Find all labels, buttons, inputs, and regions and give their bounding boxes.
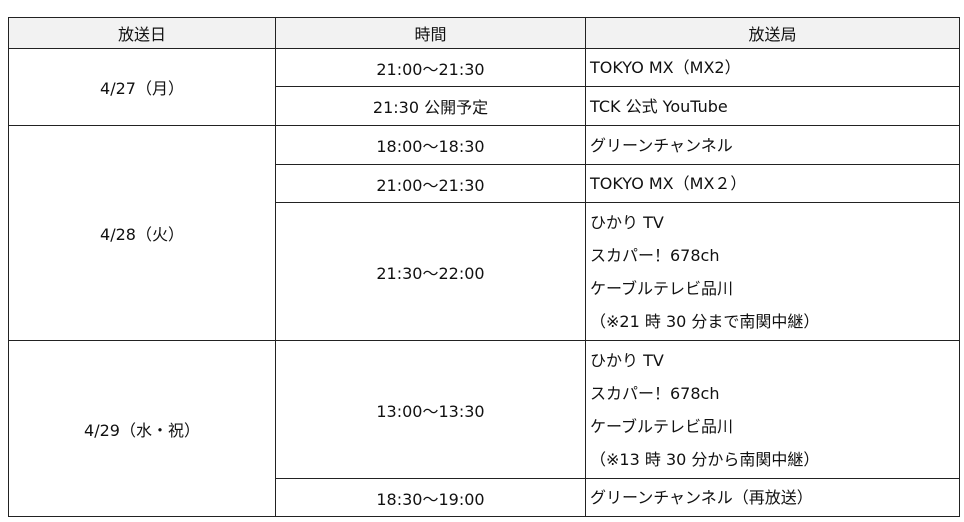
- table-row: 21:30～22:00 ひかり TV スカパー！678ch ケーブルテレビ品川 …: [9, 202, 960, 341]
- table-row: 4/27（月） 21:00～21:30 TOKYO MX（MX2）: [8, 48, 960, 126]
- table-row: 4/28（火） 18:00～18:30 グリーンチャンネル: [8, 125, 960, 341]
- station-name: グリーンチャンネル（再放送）: [590, 488, 813, 507]
- time-cell: 18:30～19:00: [275, 478, 586, 517]
- broadcast-schedule-table: 放送日 時間 放送局 4/27（月） 21:00～21:30 TOKYO MX（…: [8, 17, 960, 517]
- time-cell: 21:00～21:30: [275, 164, 586, 203]
- station-name: ひかり TV: [590, 212, 664, 232]
- station-cell: グリーンチャンネル（再放送）: [585, 478, 960, 517]
- station-name: ケーブルテレビ品川: [590, 278, 734, 298]
- time-cell: 21:30 公開予定: [275, 86, 586, 126]
- station-name: TCK 公式 YouTube: [590, 96, 728, 116]
- station-note: （※21 時 30 分まで南関中継）: [590, 311, 820, 331]
- station-note: （※13 時 30 分から南関中継）: [590, 449, 820, 469]
- table-row: 21:30 公開予定 TCK 公式 YouTube: [9, 86, 960, 126]
- station-cell: グリーンチャンネル: [585, 125, 960, 165]
- station-name: スカパー！678ch: [590, 383, 720, 403]
- time-cell: 18:00～18:30: [275, 125, 586, 165]
- station-name: スカパー！678ch: [590, 245, 720, 265]
- table-row: 4/29（水・祝） 13:00～13:30 ひかり TV スカパー！678ch …: [8, 340, 960, 517]
- station-name: ひかり TV: [590, 350, 664, 370]
- time-cell: 21:00～21:30: [275, 48, 586, 87]
- station-cell: ひかり TV スカパー！678ch ケーブルテレビ品川 （※21 時 30 分ま…: [585, 202, 960, 341]
- station-name: グリーンチャンネル: [590, 135, 733, 155]
- table-row: 21:00～21:30 TOKYO MX（MX２）: [9, 164, 960, 203]
- date-cell: 4/28（火）: [8, 125, 276, 341]
- table-row: 18:30～19:00 グリーンチャンネル（再放送）: [9, 478, 960, 517]
- date-cell: 4/27（月）: [8, 48, 276, 126]
- header-station: 放送局: [585, 17, 960, 49]
- station-name: TOKYO MX（MX２）: [590, 174, 747, 193]
- header-date: 放送日: [8, 17, 276, 49]
- station-cell: TCK 公式 YouTube: [585, 86, 960, 126]
- station-name: TOKYO MX（MX2）: [590, 58, 741, 77]
- station-name: ケーブルテレビ品川: [590, 416, 734, 436]
- station-cell: ひかり TV スカパー！678ch ケーブルテレビ品川 （※13 時 30 分か…: [585, 340, 960, 479]
- time-cell: 21:30～22:00: [275, 202, 586, 341]
- date-cell: 4/29（水・祝）: [8, 340, 276, 517]
- station-cell: TOKYO MX（MX2）: [585, 48, 960, 87]
- header-time: 時間: [275, 17, 586, 49]
- time-cell: 13:00～13:30: [275, 340, 586, 479]
- station-cell: TOKYO MX（MX２）: [585, 164, 960, 203]
- header-row: 放送日 時間 放送局: [8, 17, 960, 49]
